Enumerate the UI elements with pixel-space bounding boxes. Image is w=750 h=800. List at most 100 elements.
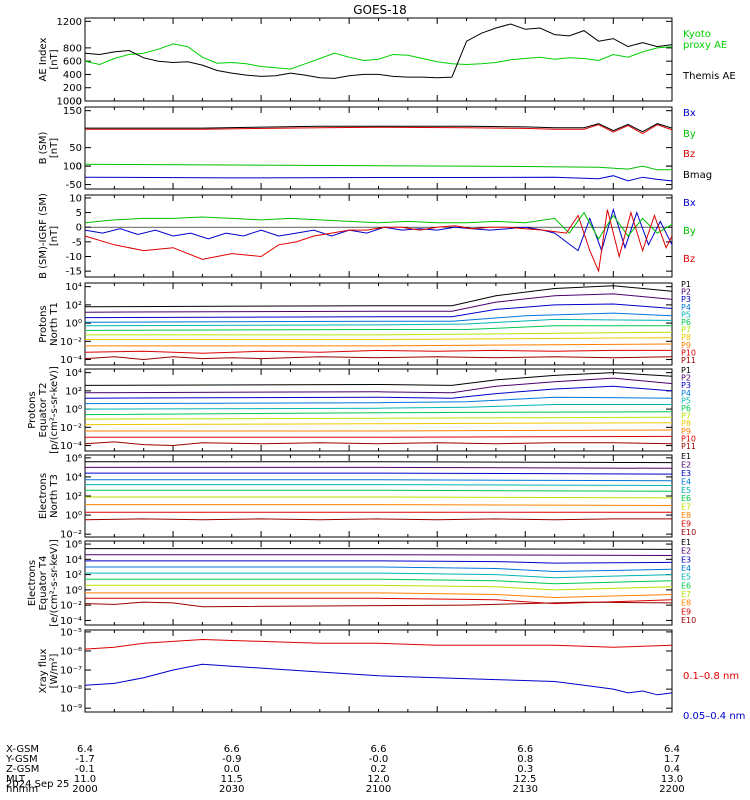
series-kyoto-proxy-ae	[84, 43, 673, 70]
date-label: 2024 Sep 25	[6, 779, 69, 790]
panel-ae: 0 200 400 600 800 1000 1200 AE Index [nT] Kyotopr…	[38, 17, 736, 108]
legend-entry: E2	[681, 547, 691, 556]
y-tick-label: 10⁰	[65, 319, 82, 330]
series-e6	[85, 578, 673, 585]
series-p7	[85, 331, 673, 336]
orbit-value: 12.0	[367, 774, 389, 785]
panel-pe: 10⁻⁴ 10⁻² 10⁰ 10² 10⁴ Protons Equator T2 [p/(cm…	[27, 366, 696, 454]
series-by	[84, 163, 672, 171]
y-tick-label: 0	[76, 223, 82, 234]
y-tick-label: -5	[72, 237, 82, 248]
y-tick-label: 10²	[65, 570, 82, 581]
orbit-value: -0.9	[222, 754, 242, 765]
y-tick-label: -15	[66, 267, 82, 278]
y-tick-label: 10⁶	[65, 453, 82, 464]
legend-entry: E4	[681, 477, 691, 486]
y-tick-label: 10⁴	[65, 282, 82, 293]
orbit-row-label: MLT	[6, 774, 26, 785]
orbit-value: 6.6	[371, 744, 387, 755]
series-e4	[85, 566, 673, 573]
y-tick-label: 5	[76, 208, 82, 219]
series-p9	[85, 343, 673, 347]
legend-entry: P7	[681, 326, 691, 335]
panel-frame	[84, 106, 673, 190]
y-axis-label: Xray flux	[38, 649, 49, 694]
legend-entry: E3	[681, 469, 691, 478]
legend-entry: P2	[681, 374, 691, 383]
y-axis-label: Electrons	[38, 473, 49, 519]
series-p5	[84, 318, 673, 327]
legend-entry: P10	[681, 348, 696, 357]
orbit-value: 11.5	[221, 774, 243, 785]
series-e8	[85, 504, 673, 506]
legend-entry: E5	[681, 573, 691, 582]
y-tick-label: 150	[63, 106, 82, 117]
legend-entry: Bmag	[683, 170, 712, 181]
legend-entry: P3	[681, 381, 691, 390]
legend-entry: E7	[681, 503, 691, 512]
legend-entry: Bz	[683, 254, 695, 265]
orbit-value: 12.5	[514, 774, 536, 785]
legend-entry: E6	[681, 494, 691, 503]
series-e10	[84, 518, 672, 521]
orbit-table: X-GSMY-GSMZ-GSMMLThhmm6.4-1.7-0.111.0200…	[5, 744, 685, 795]
y-axis-label: Equator T2	[38, 383, 49, 438]
orbit-value: 6.4	[664, 744, 680, 755]
series-e5	[85, 572, 673, 579]
legend-entry: P4	[681, 389, 691, 398]
legend-entry: E6	[681, 581, 691, 590]
series-bx	[84, 175, 673, 182]
y-tick-label: 0	[76, 162, 82, 173]
legend-entry: Bx	[683, 108, 696, 119]
series-p9	[85, 429, 673, 432]
orbit-value: 0.4	[664, 764, 680, 775]
series-p1	[84, 285, 673, 308]
panel-b: -50 0 50 100 150 B (SM) [nT] Bx By Bz Bmag	[38, 106, 712, 191]
series-p7	[84, 416, 673, 420]
series-p2	[84, 293, 673, 313]
series-e4	[85, 479, 673, 482]
orbit-value: 11.0	[74, 774, 96, 785]
legend-entry: P6	[681, 404, 691, 413]
orbit-value: 0.3	[517, 764, 533, 775]
series-e6	[85, 489, 673, 492]
series-e8	[85, 592, 673, 599]
y-tick-label: 50	[69, 143, 82, 154]
legend-entry: E2	[681, 460, 691, 469]
orbit-value: 6.6	[517, 744, 533, 755]
y-tick-label: 10⁻²	[60, 530, 82, 541]
legend-entry: E5	[681, 486, 691, 495]
series-p8	[84, 422, 673, 426]
series-by	[84, 211, 673, 240]
y-tick-label: 100	[63, 162, 82, 173]
legend-entry: By	[683, 129, 696, 140]
legend-entry: E4	[681, 564, 691, 573]
panel-ee: 10⁻⁴ 10⁻² 10⁰ 10² 10⁴ 10⁶ Electrons Equator T4[…	[27, 538, 696, 627]
y-tick-label: 0	[76, 97, 82, 108]
y-axis-label: North T1	[49, 302, 60, 346]
series-0-05-0-4-nm	[84, 663, 673, 696]
legend-entry: P2	[681, 288, 691, 297]
y-axis-label: [nT]	[49, 49, 60, 69]
legend-entry: E9	[681, 520, 691, 529]
y-tick-label: 10⁶	[65, 540, 82, 551]
series-p6	[84, 411, 673, 416]
y-axis-label: [nT]	[49, 226, 60, 246]
series-p3	[84, 303, 673, 319]
series-p5	[84, 404, 672, 410]
y-tick-label: 10⁻⁴	[60, 355, 82, 366]
y-axis-label: Protons	[27, 391, 38, 428]
y-tick-label: 10⁻⁹	[60, 704, 82, 715]
y-tick-label: 10⁻⁶	[60, 646, 82, 657]
legend-entry: Themis AE	[682, 71, 736, 82]
series-p4	[84, 396, 673, 405]
y-tick-label: 10⁰	[65, 405, 82, 416]
y-tick-label: 10⁴	[65, 368, 82, 379]
y-tick-label: 600	[63, 57, 82, 68]
legend-entry: By	[683, 226, 696, 237]
orbit-value: 2000	[72, 784, 97, 795]
